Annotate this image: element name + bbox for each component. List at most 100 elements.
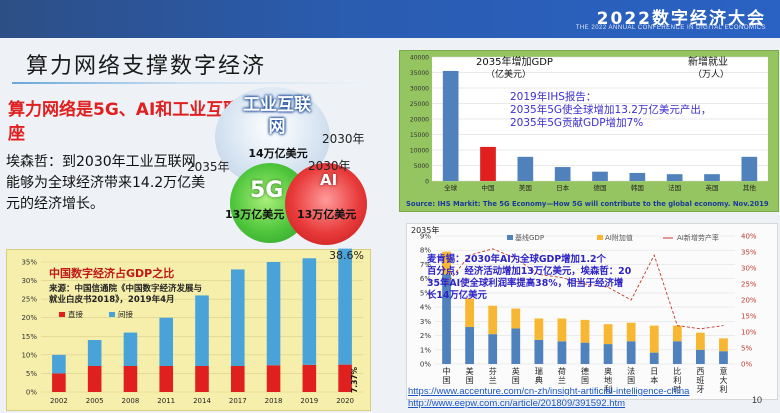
- conference-title: 2022数字经济大会: [596, 9, 766, 29]
- x-tick-label: 奥: [604, 366, 612, 376]
- x-tick-label: 比: [673, 366, 681, 376]
- year-2035: 2035年: [187, 160, 230, 174]
- bar-segment: [603, 344, 613, 364]
- x-tick-label: 瑞: [535, 366, 543, 376]
- y-tick-label: 35000: [410, 70, 429, 77]
- side-value-label: 7.37%: [350, 366, 359, 393]
- x-tick-label: 国: [581, 376, 589, 385]
- ihs-annotation: 2035年5G贡献GDP增加7%: [510, 116, 643, 129]
- chart-title-backdrop: [47, 266, 181, 280]
- bar-segment: [534, 318, 544, 340]
- x-tick-label: 2002: [50, 397, 68, 405]
- bar-segment: [488, 334, 498, 364]
- legend-swatch: [59, 312, 65, 317]
- accenture-quote: 埃森哲：到2030年工业互联网能够为全球经济带来14.2万亿美元的经济增长。: [6, 154, 206, 212]
- bar-segment: [534, 339, 544, 364]
- x-tick-label: 2005: [86, 397, 104, 405]
- legend-label: 间接: [118, 309, 133, 319]
- x-tick-label: 2018: [265, 397, 283, 405]
- y-tick-label: 0%: [26, 389, 37, 397]
- bar-segment: [195, 366, 209, 392]
- bar-segment: [465, 327, 474, 364]
- rate-line: [446, 248, 724, 330]
- bar-segment: [230, 366, 245, 392]
- y2-tick-label: 25%: [741, 281, 757, 289]
- bar: [704, 174, 720, 181]
- y-tick-label: 4%: [420, 304, 431, 312]
- bar-segment: [488, 305, 498, 335]
- ai-value: 13万亿美元: [297, 208, 357, 221]
- x-tick-label: 德: [581, 366, 589, 376]
- x-tick-label: 利: [719, 384, 727, 394]
- y-tick-label: 0%: [420, 361, 431, 369]
- y2-tick-label: 20%: [741, 297, 757, 305]
- bar-segment: [557, 341, 567, 364]
- bar: [592, 171, 608, 181]
- ihs-annotation: 2019年IHS报告：: [510, 90, 596, 103]
- bar-segment: [302, 258, 317, 365]
- bar-segment: [338, 364, 352, 392]
- conference-header: 2022数字经济大会 THE 2022 ANNUAL CONFERENCE IN…: [0, 0, 780, 38]
- bar-segment: [302, 364, 317, 392]
- x-tick-label: 国: [443, 376, 451, 385]
- ihs-5g-chart-svg: 0 5000 10000 15000 20000 25000 30000 35000 40000…: [406, 55, 769, 209]
- y-tick-label: 2%: [420, 332, 431, 340]
- bar-segment: [52, 354, 66, 374]
- y-tick-label: 7%: [420, 261, 431, 269]
- y-tick-label: 8%: [420, 247, 431, 255]
- x-tick-label: 2019: [300, 397, 318, 405]
- bar-segment: [672, 325, 682, 342]
- eepw-link[interactable]: http://www.eepw.com.cn/article/201809/39…: [408, 398, 626, 409]
- x-tick-label: 2008: [122, 397, 140, 405]
- y-tick-label: 9%: [420, 233, 431, 241]
- source-note: 就业白皮书2018》，2019年4月: [49, 294, 174, 305]
- x-tick-label: 牙: [696, 385, 704, 394]
- chart-title-right: 新增就业: [688, 55, 728, 68]
- legend-label: 基线GDP: [515, 233, 544, 242]
- x-tick-label: 利: [604, 384, 612, 394]
- x-tick-label: 国: [627, 376, 635, 385]
- x-tick-label: 法国: [668, 183, 681, 192]
- x-tick-label: 芬: [489, 366, 497, 376]
- x-tick-label: 2014: [193, 397, 211, 405]
- bar-segment: [195, 295, 209, 366]
- y-tick-label: 10%: [21, 351, 37, 359]
- x-tick-label: 中: [443, 366, 451, 376]
- year-2030-top: 2030年: [322, 132, 365, 146]
- bar-segment: [442, 251, 451, 275]
- bar-segment: [580, 319, 590, 343]
- x-tick-label: 日: [650, 367, 658, 376]
- bar-segment: [266, 365, 281, 392]
- x-tick-label: 韩国: [631, 183, 644, 192]
- bar-segment: [87, 340, 102, 366]
- ai-annotation: 35年AI使全球利润率提高38%，相当于经济增: [427, 277, 623, 289]
- x-tick-label: 德国: [594, 183, 607, 192]
- bar: [480, 146, 496, 181]
- y2-tick-label: 30%: [741, 265, 757, 273]
- chart-title-right-unit: （万人）: [693, 69, 729, 80]
- top-value-label: 38.6%: [329, 249, 364, 262]
- slide-title: 算力网络支撑数字经济: [26, 54, 267, 79]
- bar-segment: [719, 338, 728, 352]
- bar-segment: [266, 262, 281, 366]
- chart-title: 中国数字经济占GDP之比: [49, 266, 174, 280]
- ai-annotation: 百分点，经济活动增加13万亿美元，埃森哲：20: [427, 265, 632, 277]
- y2-tick-label: 10%: [741, 329, 757, 337]
- china-digital-economy-svg: 0% 5% 10% 15% 20% 25% 30% 35% 2002 2005 2008 2011 20…: [21, 248, 364, 405]
- y2-tick-label: 0%: [741, 361, 752, 369]
- x-tick-label: 大: [719, 375, 727, 385]
- bar-segment: [87, 366, 102, 392]
- bar-segment: [649, 352, 659, 364]
- legend-label: AI新增劳产率: [677, 233, 719, 242]
- x-tick-label: 英: [512, 366, 520, 376]
- bar: [517, 156, 534, 181]
- bar-segment: [672, 341, 682, 364]
- accenture-link[interactable]: https://www.accenture.com/cn-zh/insight-…: [408, 386, 690, 397]
- x-tick-label: 西: [696, 367, 704, 376]
- y2-tick-label: 5%: [741, 345, 752, 353]
- x-tick-label: 中国: [482, 183, 495, 192]
- y-tick-label: 5%: [420, 289, 431, 297]
- bar-segment: [696, 332, 705, 350]
- legend-label: 直接: [68, 309, 83, 319]
- bar: [666, 174, 683, 181]
